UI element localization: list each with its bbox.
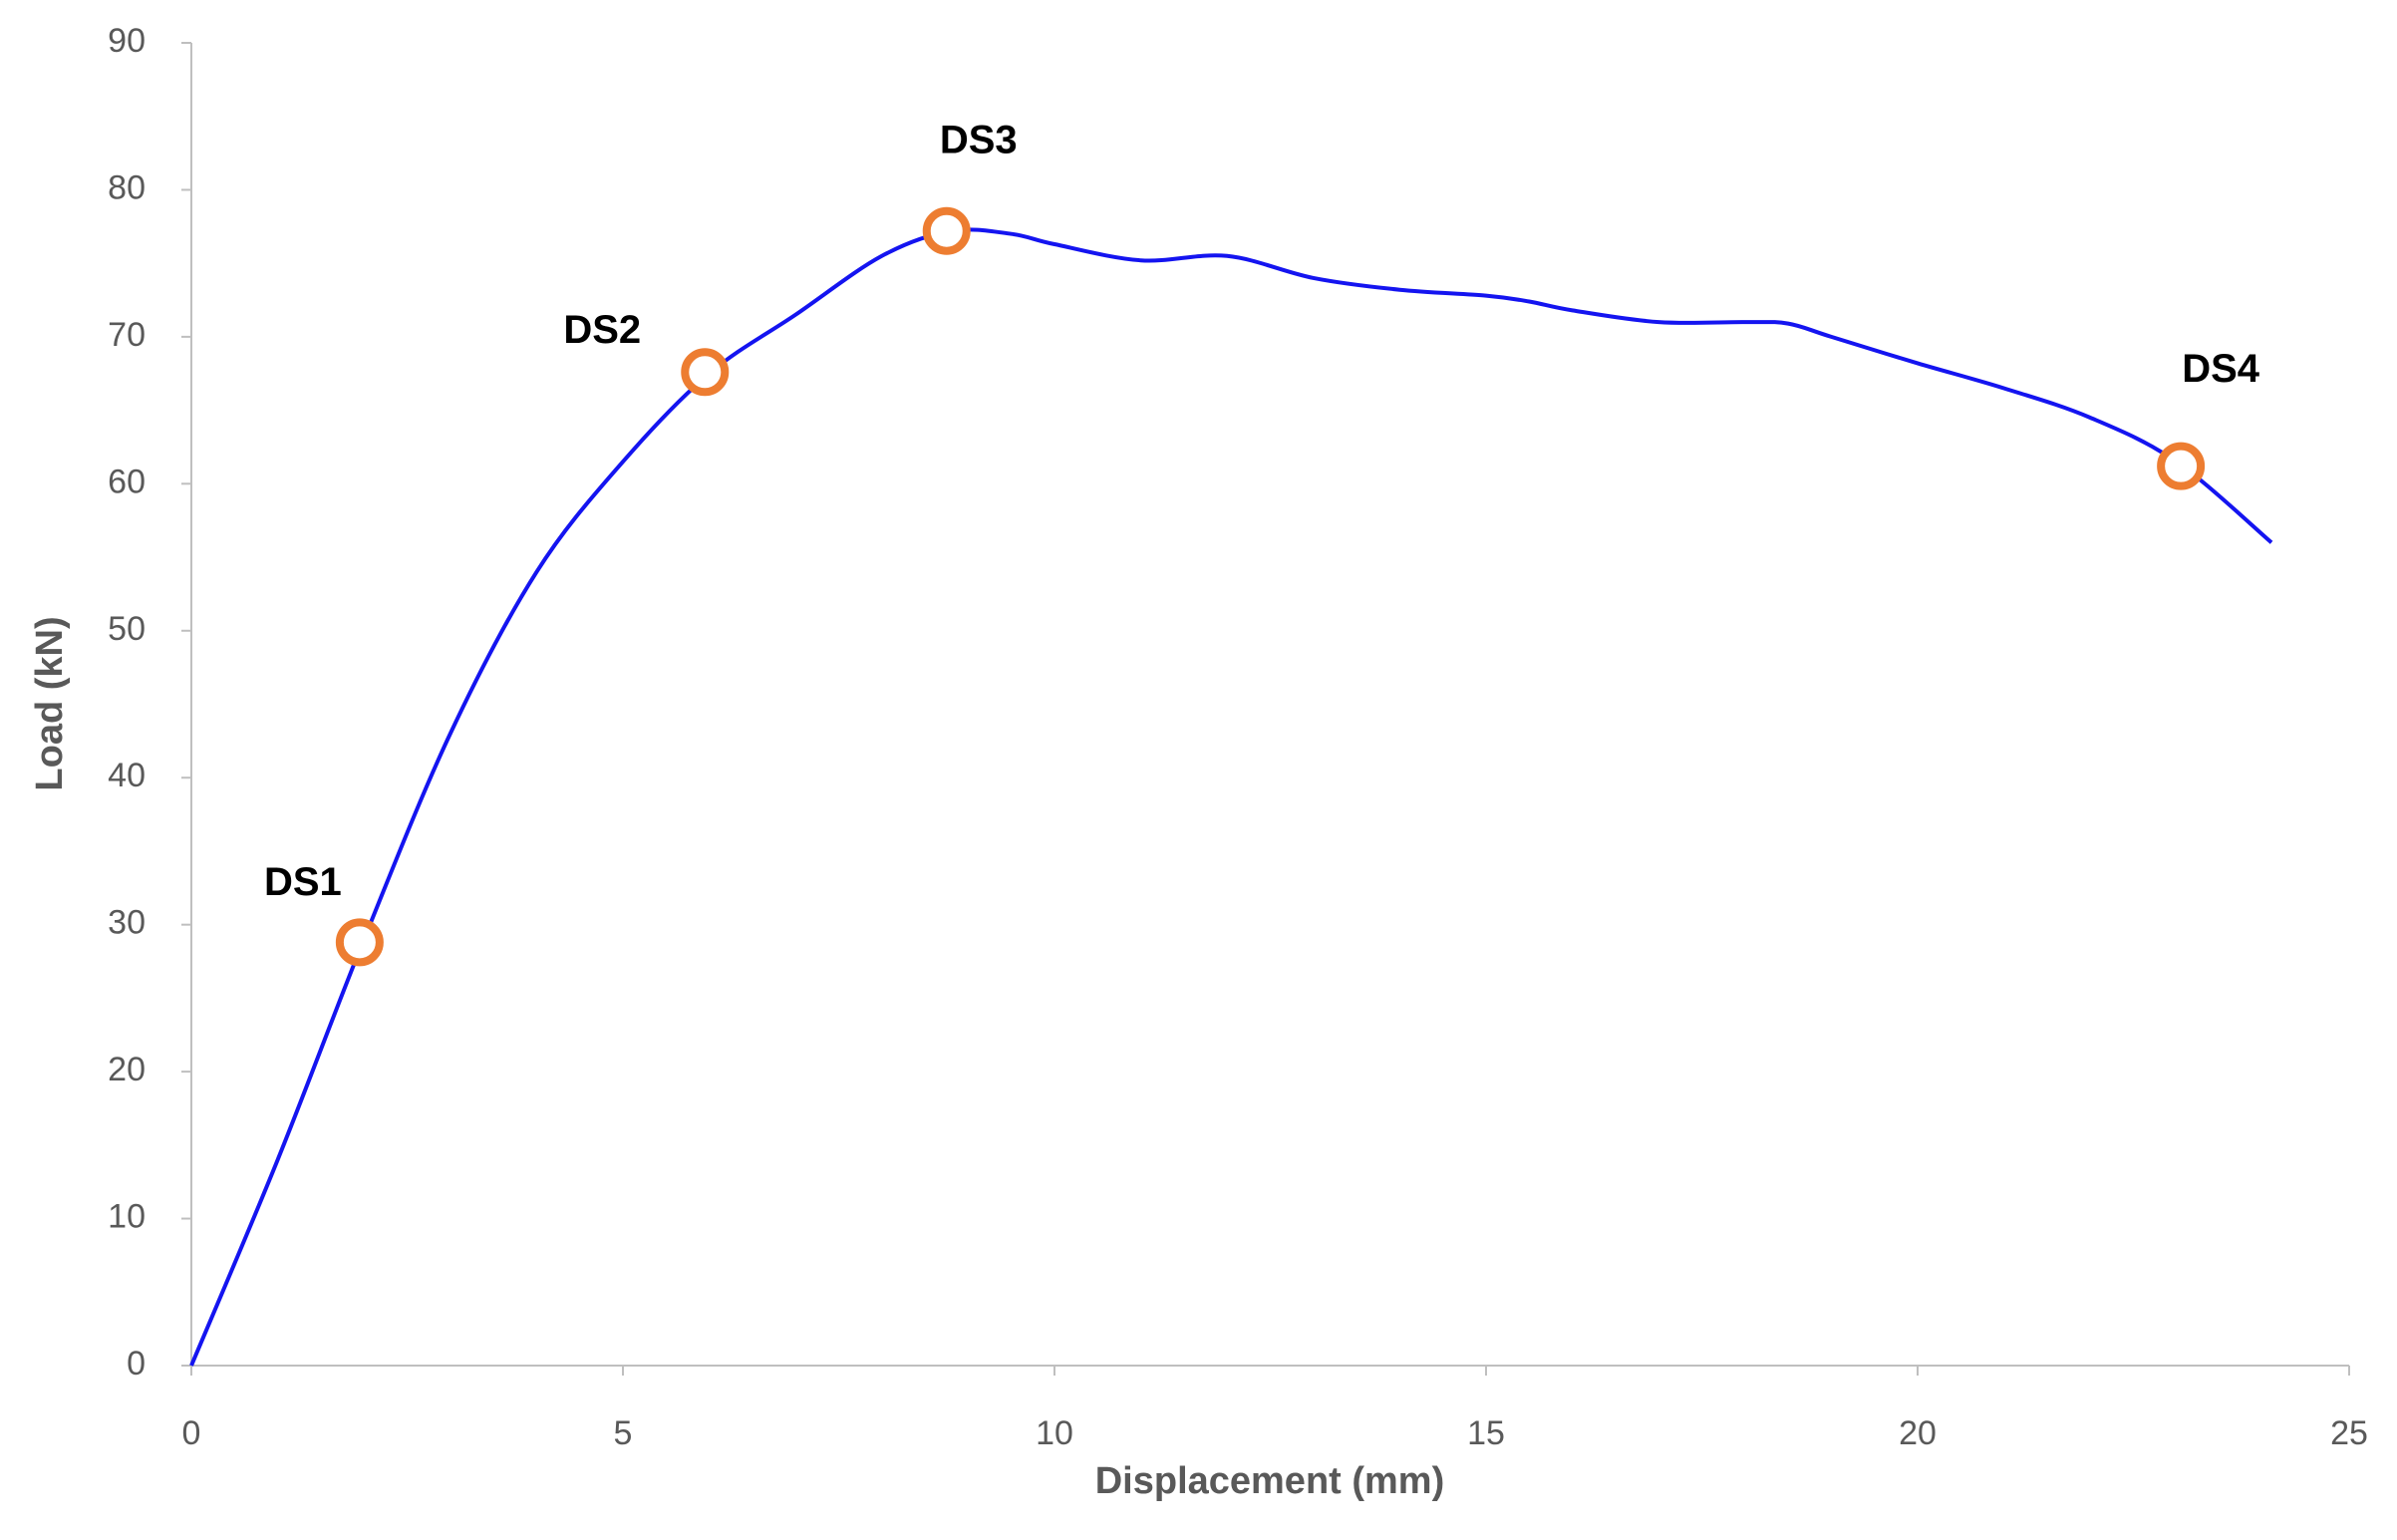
y-tick-label: 90 — [108, 22, 146, 60]
damage-state-label: DS4 — [2182, 347, 2260, 391]
y-tick-label: 50 — [108, 610, 146, 648]
y-tick-label: 0 — [127, 1345, 146, 1383]
y-tick-label: 30 — [108, 904, 146, 942]
x-tick-label: 25 — [2330, 1414, 2368, 1452]
damage-state-marker — [335, 918, 384, 967]
damage-state-marker — [681, 348, 730, 397]
y-tick-label: 20 — [108, 1051, 146, 1088]
x-axis-title: Displacement (mm) — [1095, 1460, 1445, 1502]
line — [189, 227, 2273, 1367]
x-tick-label: 20 — [1899, 1414, 1937, 1452]
x-tick-label: 5 — [614, 1414, 633, 1452]
x-tick-label: 10 — [1036, 1414, 1073, 1452]
y-tick-label: 60 — [108, 462, 146, 500]
damage-state-label: DS1 — [264, 860, 342, 904]
damage-state-label: DS3 — [940, 118, 1018, 161]
y-axis-title: Load (kN) — [29, 616, 71, 790]
y-tick-label: 80 — [108, 168, 146, 206]
y-tick-label: 70 — [108, 316, 146, 354]
damage-state-marker — [2157, 442, 2206, 490]
y-tick-label: 10 — [108, 1198, 146, 1236]
y-tick-label: 40 — [108, 757, 146, 794]
x-tick-label: 0 — [182, 1414, 201, 1452]
damage-state-label: DS2 — [563, 308, 641, 352]
damage-state-marker — [922, 206, 971, 255]
x-tick-label: 15 — [1467, 1414, 1505, 1452]
